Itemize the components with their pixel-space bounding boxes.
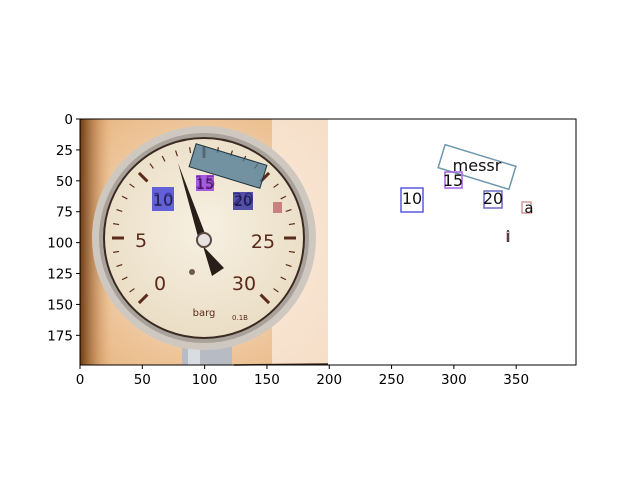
pressure-gauge-photo: 10 15 20 5 25 0 30 barg 0.1B 10 15 20: [80, 119, 328, 365]
gauge-tick: [129, 183, 135, 188]
y-tick-label: 0: [64, 112, 73, 128]
y-tick-label: 100: [47, 236, 73, 252]
label-box-a: [521, 201, 532, 214]
gauge-scale-ticks: [112, 146, 296, 305]
x-tick-label: 100: [192, 372, 218, 388]
detection-20-text: 20: [234, 194, 252, 210]
detection-20: [233, 192, 253, 210]
label-box-10: [400, 187, 424, 213]
gauge-pivot: [196, 232, 212, 248]
y-tick-label: 125: [47, 267, 73, 283]
gauge-tick: [288, 250, 295, 253]
gauge-tick: [273, 288, 279, 293]
gauge-screw: [189, 269, 195, 275]
gauge-tick: [113, 250, 120, 253]
label-text-messr: messr: [453, 156, 502, 175]
gauge-tick: [116, 264, 123, 268]
gauge-tick: [174, 150, 178, 157]
label-box-messr: [437, 143, 517, 191]
gauge-needle: [178, 163, 209, 248]
unit-label: barg: [193, 308, 216, 319]
detection-a: [273, 202, 282, 213]
model-label: 0.1B: [232, 314, 248, 322]
gauge-tick: [273, 183, 279, 188]
dial-number-5: 5: [135, 230, 147, 252]
detection-15: [196, 175, 214, 191]
label-text-15: 15: [443, 171, 463, 190]
detection-10: [152, 187, 174, 211]
gauge-tick: [116, 208, 123, 212]
x-axis: 0 50 100 150 200 250 300 350: [76, 365, 529, 388]
detection-10-text: 10: [153, 191, 173, 210]
dial-number-25: 25: [251, 231, 275, 253]
gauge-tick: [285, 264, 292, 268]
gauge-tick: [121, 195, 128, 200]
x-tick-label: 150: [254, 372, 280, 388]
gauge-needle-tail: [203, 246, 224, 276]
x-tick-label: 300: [441, 372, 467, 388]
detection-15-text: 15: [196, 177, 214, 193]
y-tick-label: 25: [56, 143, 73, 159]
gauge-tick: [280, 195, 287, 200]
x-tick-label: 0: [76, 372, 85, 388]
gauge-tick: [137, 293, 149, 305]
gauge-tick: [137, 171, 149, 183]
detection-messr: [188, 143, 268, 189]
gauge-tick: [129, 288, 135, 293]
label-box-15: [444, 171, 463, 189]
label-text-20: 20: [483, 189, 503, 208]
label-text-i: i: [506, 227, 510, 246]
gauge-tick: [288, 223, 295, 226]
gauge-tick: [285, 208, 292, 212]
label-text-a: a: [524, 199, 533, 217]
y-tick-label: 175: [47, 328, 73, 344]
gauge-tick: [121, 276, 128, 281]
y-axis: 0 25 50 75 100 125 150 175: [47, 112, 80, 344]
gauge-tick: [113, 223, 120, 226]
dial-number-30: 30: [232, 273, 256, 295]
dial-number-0: 0: [154, 273, 166, 295]
gauge-tick: [189, 147, 192, 154]
y-tick-label: 150: [47, 297, 73, 313]
label-text-10: 10: [402, 189, 422, 208]
gauge-tick: [149, 163, 154, 169]
gauge-tick: [161, 155, 166, 162]
y-tick-label: 50: [56, 174, 73, 190]
x-tick-label: 50: [134, 372, 151, 388]
gauge-tick: [259, 293, 271, 305]
x-tick-label: 350: [503, 372, 529, 388]
label-box-20: [483, 190, 503, 209]
predicted-labels: messr 15 10 20 a i: [400, 143, 534, 246]
x-tick-label: 250: [379, 372, 405, 388]
x-tick-label: 200: [316, 372, 342, 388]
gauge-tick: [280, 276, 287, 281]
axes-frame: [79, 118, 577, 366]
y-tick-label: 75: [56, 205, 73, 221]
label-box-i: [506, 231, 510, 242]
annotation-canvas: [328, 119, 576, 365]
